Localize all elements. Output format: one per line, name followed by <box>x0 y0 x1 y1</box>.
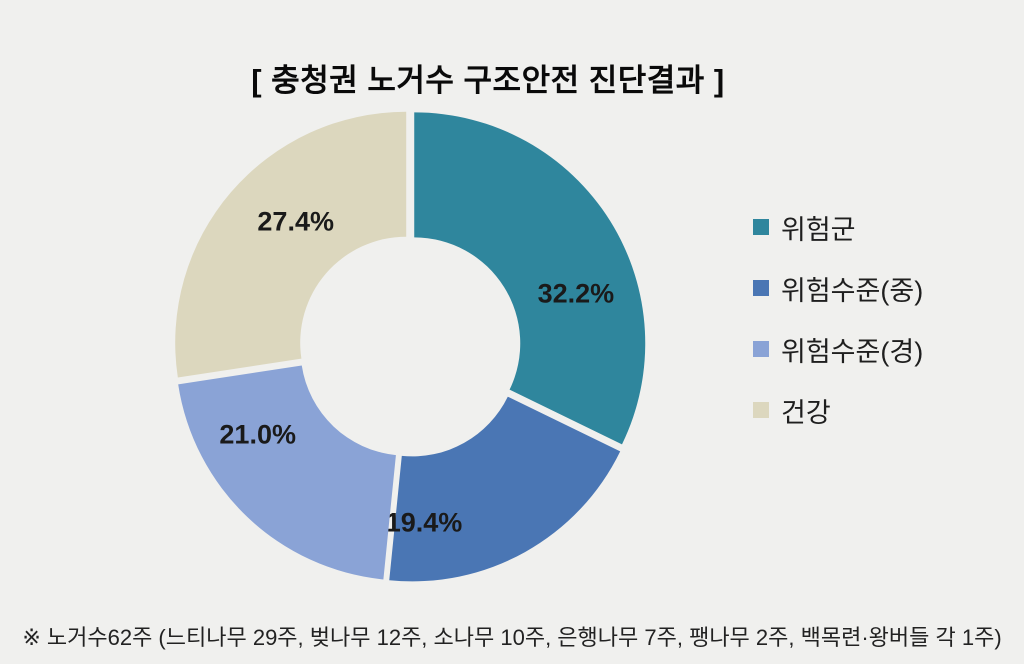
legend-item-3: 건강 <box>753 395 923 428</box>
chart-title: [ 충청권 노거수 구조안전 진단결과 ] <box>251 63 725 98</box>
slice-label-0: 32.2% <box>538 278 615 308</box>
legend-label: 위험군 <box>781 214 856 245</box>
slice-label-3: 27.4% <box>257 206 334 236</box>
legend-item-2: 위험수준(경) <box>753 334 923 367</box>
legend-label: 건강 <box>781 397 831 428</box>
donut-slice-0 <box>414 112 646 445</box>
donut-slice-3 <box>175 111 407 378</box>
legend-swatch-icon <box>753 341 769 357</box>
legend-label: 위험수준(중) <box>781 275 924 306</box>
legend-swatch-icon <box>753 402 769 418</box>
legend-swatch-icon <box>753 219 769 235</box>
donut-slice-1 <box>389 396 621 582</box>
slice-label-2: 21.0% <box>219 420 296 450</box>
legend-swatch-icon <box>753 280 769 296</box>
legend-item-1: 위험수준(중) <box>753 273 923 306</box>
donut-slice-2 <box>178 365 396 580</box>
footnote: ※ 노거수62주 (느티나무 29주, 벚나무 12주, 소나무 10주, 은행… <box>22 625 1002 650</box>
slice-label-1: 19.4% <box>386 507 463 537</box>
legend-item-0: 위험군 <box>753 212 923 245</box>
legend-label: 위험수준(경) <box>781 336 924 367</box>
